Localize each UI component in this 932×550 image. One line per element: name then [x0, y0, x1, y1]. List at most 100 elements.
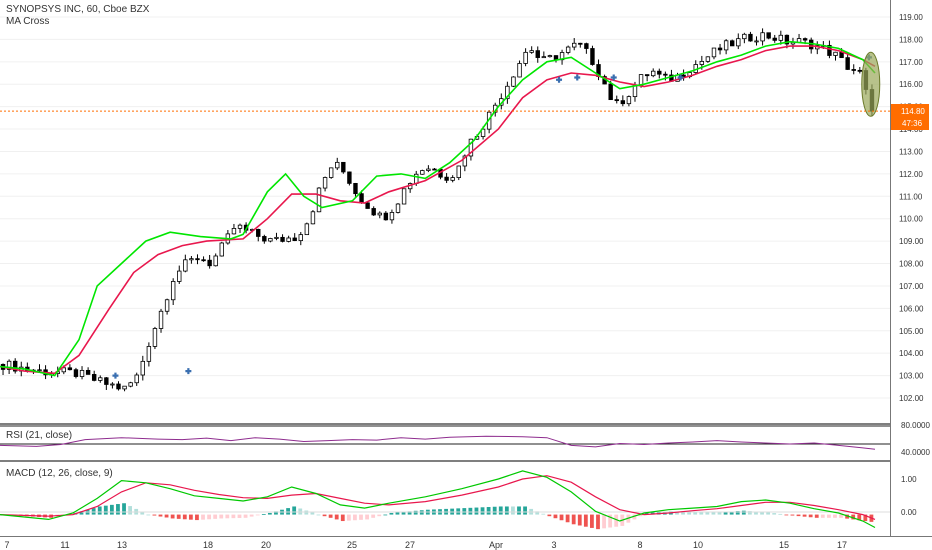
macd-histogram-bar: [772, 513, 777, 515]
price-tick-label: 108.00: [899, 260, 924, 269]
candle-up: [736, 38, 741, 47]
candle-down: [280, 236, 285, 242]
macd-histogram-bar: [365, 514, 369, 520]
macd-histogram-bar: [808, 514, 813, 518]
macd-histogram-bar: [796, 514, 801, 517]
macd-histogram-bar: [851, 514, 856, 520]
macd-histogram-bar: [146, 514, 151, 516]
candle-up: [219, 242, 224, 257]
candle-down: [67, 367, 73, 371]
macd-histogram-bar: [407, 511, 412, 515]
candle-up: [760, 32, 765, 42]
candle-up: [742, 33, 747, 40]
macd-histogram-bar: [456, 508, 461, 515]
macd-histogram-bar: [274, 511, 278, 515]
macd-histogram-bar: [176, 514, 181, 519]
candle-up: [213, 255, 218, 267]
macd-histogram-bar: [371, 514, 376, 518]
candle-up: [414, 173, 419, 184]
time-tick-label: 15: [779, 540, 789, 550]
macd-histogram-bar: [826, 514, 831, 518]
time-tick-label: 8: [637, 540, 642, 550]
candle-down: [91, 374, 97, 381]
price-tick-label: 118.00: [899, 35, 923, 44]
time-tick-label: 17: [837, 540, 847, 550]
candle-down: [590, 48, 595, 65]
candle-down: [772, 37, 777, 41]
candle-up: [189, 258, 194, 261]
candle-up: [480, 128, 486, 137]
candle-down: [207, 259, 212, 267]
macd-histogram-bar: [158, 514, 163, 517]
candle-up: [268, 238, 273, 242]
macd-histogram-bar: [553, 514, 558, 519]
macd-histogram-bar: [687, 511, 692, 515]
ma-cross-marker: [574, 74, 581, 81]
macd-histogram-bar: [188, 514, 193, 520]
macd-histogram-bar: [103, 505, 108, 515]
macd-histogram-bar: [91, 508, 96, 515]
last-price-label: 114.80: [901, 107, 925, 116]
macd-histogram-bar: [219, 514, 224, 519]
candle-up: [335, 161, 340, 169]
candle-down: [827, 44, 832, 56]
candle-down: [12, 360, 18, 372]
candle-up: [517, 63, 522, 78]
macd-histogram-bar: [195, 514, 199, 521]
macd-histogram-bar: [583, 514, 588, 527]
symbol-title[interactable]: SYNOPSYS INC, 60, Cboe BZX: [6, 4, 150, 15]
macd-histogram-bar: [353, 514, 357, 521]
macd-legend[interactable]: MACD (12, 26, close, 9): [6, 468, 113, 480]
rsi-legend[interactable]: RSI (21, close): [6, 430, 72, 442]
price-tick-label: 106.00: [899, 304, 924, 313]
macd-histogram-bar: [346, 514, 351, 521]
macd-histogram-bar: [614, 514, 619, 527]
macd-histogram-bar: [116, 504, 120, 515]
macd-histogram-bar: [559, 514, 564, 521]
candle-up: [310, 211, 316, 225]
time-tick-label: 20: [261, 540, 271, 550]
macd-histogram-bar: [790, 514, 795, 516]
candle-down: [371, 208, 376, 216]
candle-up: [547, 55, 553, 58]
price-tick-label: 107.00: [899, 282, 924, 291]
indicator-ma-cross[interactable]: MA Cross: [6, 16, 50, 27]
macd-histogram-bar: [474, 507, 479, 515]
candle-up: [723, 40, 729, 51]
macd-histogram-bar: [109, 504, 114, 515]
candle-up: [158, 310, 164, 329]
candle-down: [657, 70, 662, 75]
candle-down: [857, 69, 863, 72]
price-tick-label: 117.00: [899, 58, 923, 67]
candle-up: [711, 47, 717, 58]
macd-histogram-bar: [213, 514, 218, 519]
macd-histogram-bar: [182, 514, 187, 520]
macd-histogram-bar: [292, 506, 297, 515]
candle-down: [766, 32, 771, 39]
ma-fast-line: [0, 40, 876, 377]
macd-histogram-bar: [462, 508, 467, 515]
candle-up: [128, 382, 133, 387]
macd-histogram-bar: [286, 508, 290, 515]
macd-histogram-bar: [480, 507, 485, 515]
macd-histogram-bar: [377, 514, 382, 517]
candle-up: [170, 281, 176, 301]
price-tick-label: 103.00: [899, 372, 924, 381]
candle-down: [681, 74, 686, 78]
candle-up: [231, 228, 237, 235]
time-tick-label: 7: [4, 540, 9, 550]
macd-histogram-bar: [249, 514, 254, 517]
macd-histogram-bar: [267, 512, 272, 515]
candle-up: [833, 51, 838, 56]
candle-up: [183, 259, 188, 272]
candle-down: [644, 74, 650, 77]
macd-histogram-bar: [863, 514, 868, 522]
time-tick-label: 10: [693, 540, 703, 550]
highlight-ellipse: [861, 51, 881, 117]
candle-up: [651, 70, 656, 77]
macd-histogram-bar: [328, 514, 333, 518]
candle-down: [365, 202, 370, 209]
macd-histogram-bar: [681, 511, 685, 515]
candle-up: [316, 187, 322, 213]
time-axis-tick-labels: 7 11 13 18 20 25 27 Apr 3 8 10 15 17: [4, 540, 847, 550]
